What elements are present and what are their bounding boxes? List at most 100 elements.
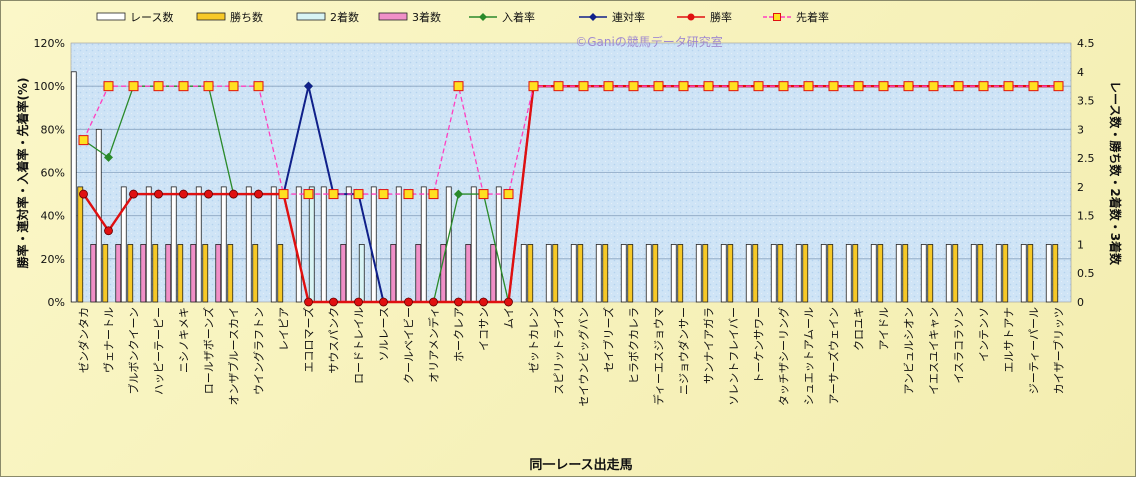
- bar-3着数: [390, 244, 397, 303]
- bar-レース数: [720, 244, 727, 303]
- bar-レース数: [820, 244, 827, 303]
- bar-勝ち数: [577, 244, 584, 303]
- bar-レース数: [495, 186, 502, 303]
- bar-レース数: [570, 244, 577, 303]
- bar-勝ち数: [727, 244, 734, 303]
- bar-2着数: [308, 186, 315, 303]
- point-先着率: [528, 81, 539, 92]
- y-right-tick: 2.5: [1077, 152, 1095, 165]
- bar-勝ち数: [802, 244, 809, 303]
- point-入着率: [454, 189, 463, 199]
- x-tick-label: ディーエスジョウマ: [652, 307, 666, 405]
- x-tick-label: ヒラボクカレラ: [628, 307, 641, 384]
- bar-3着数: [140, 244, 147, 303]
- legend-swatch-レース数: [96, 12, 126, 21]
- point-先着率: [403, 189, 414, 200]
- bar-レース数: [945, 244, 952, 303]
- x-tick-label: セイウンビッグバン: [577, 307, 591, 407]
- x-tick-label: イコサン: [478, 307, 491, 351]
- bar-レース数: [295, 186, 302, 303]
- point-先着率: [428, 189, 439, 200]
- bar-レース数: [195, 186, 202, 303]
- point-連対率: [304, 81, 313, 91]
- bar-レース数: [970, 244, 977, 303]
- bar-勝ち数: [252, 244, 259, 303]
- point-勝率: [404, 297, 413, 307]
- point-勝率: [504, 297, 513, 307]
- bar-3着数: [115, 244, 122, 303]
- point-入着率: [104, 152, 113, 162]
- x-tick-label: インテンソ: [978, 307, 991, 362]
- bar-3着数: [90, 244, 97, 303]
- point-先着率: [803, 81, 814, 92]
- bar-2着数: [358, 244, 365, 303]
- point-先着率: [603, 81, 614, 92]
- legend-label: 勝率: [710, 10, 732, 24]
- x-tick-label: アイドル: [878, 307, 891, 350]
- x-tick-label: イエスユイキャン: [928, 307, 941, 395]
- point-勝率: [154, 189, 163, 199]
- point-先着率: [328, 189, 339, 200]
- point-先着率: [728, 81, 739, 92]
- point-勝率: [129, 189, 138, 199]
- bar-勝ち数: [952, 244, 959, 303]
- bar-勝ち数: [1052, 244, 1059, 303]
- point-先着率: [153, 81, 164, 92]
- bar-勝ち数: [527, 244, 534, 303]
- bar-レース数: [770, 244, 777, 303]
- point-勝率: [429, 297, 438, 307]
- x-tick-label: オンザブルースカイ: [227, 307, 241, 405]
- x-tick-label: ニシノキメキ: [178, 307, 191, 373]
- bar-勝ち数: [602, 244, 609, 303]
- bar-勝ち数: [702, 244, 709, 303]
- x-tick-label: アーサーズウェイン: [827, 307, 841, 405]
- point-勝率: [204, 189, 213, 199]
- x-tick-label: タッチザシーリング: [777, 307, 791, 406]
- x-tick-label: ハッピーテーピー: [153, 307, 166, 395]
- legend-swatch-3着数: [378, 12, 408, 21]
- y-axis-right-title: レース数・勝ち数・2着数・3着数: [1108, 81, 1123, 266]
- x-tick-label: ホークレア: [453, 307, 466, 362]
- y-left-tick: 40%: [41, 210, 65, 223]
- x-tick-label: ブルボンクイーン: [127, 307, 141, 394]
- point-先着率: [228, 81, 239, 92]
- bar-勝ち数: [627, 244, 634, 303]
- legend-swatch-2着数: [296, 12, 326, 21]
- y-left-tick: 20%: [41, 253, 65, 266]
- bar-勝ち数: [227, 244, 234, 303]
- bar-レース数: [345, 186, 352, 303]
- y-right-tick: 3: [1077, 123, 1084, 136]
- y-left-tick: 80%: [41, 123, 65, 136]
- bar-勝ち数: [77, 186, 84, 303]
- point-先着率: [703, 81, 714, 92]
- bar-勝ち数: [1002, 244, 1009, 303]
- point-勝率: [79, 189, 88, 199]
- point-勝率: [354, 297, 363, 307]
- point-先着率: [178, 81, 189, 92]
- point-先着率: [253, 81, 264, 92]
- bar-レース数: [695, 244, 702, 303]
- point-勝率: [329, 297, 338, 307]
- point-先着率: [103, 81, 114, 92]
- point-勝率: [254, 189, 263, 199]
- bar-レース数: [70, 71, 77, 303]
- legend-marker-勝率: [687, 13, 695, 21]
- x-tick-label: クロユキ: [853, 307, 866, 351]
- bar-レース数: [370, 186, 377, 303]
- y-right-tick: 1.5: [1077, 210, 1095, 223]
- bar-レース数: [845, 244, 852, 303]
- bar-レース数: [245, 186, 252, 303]
- bar-勝ち数: [927, 244, 934, 303]
- legend-marker-先着率: [773, 13, 781, 21]
- line-先着率: [82, 85, 1059, 195]
- bar-レース数: [270, 186, 277, 303]
- x-tick-label: ロールザボーンズ: [202, 307, 216, 394]
- legend-marker-入着率: [479, 13, 487, 21]
- bar-レース数: [520, 244, 527, 303]
- point-先着率: [128, 81, 139, 92]
- bar-レース数: [745, 244, 752, 303]
- x-tick-label: ゼットカレン: [528, 307, 541, 373]
- bar-レース数: [470, 186, 477, 303]
- point-先着率: [353, 189, 364, 200]
